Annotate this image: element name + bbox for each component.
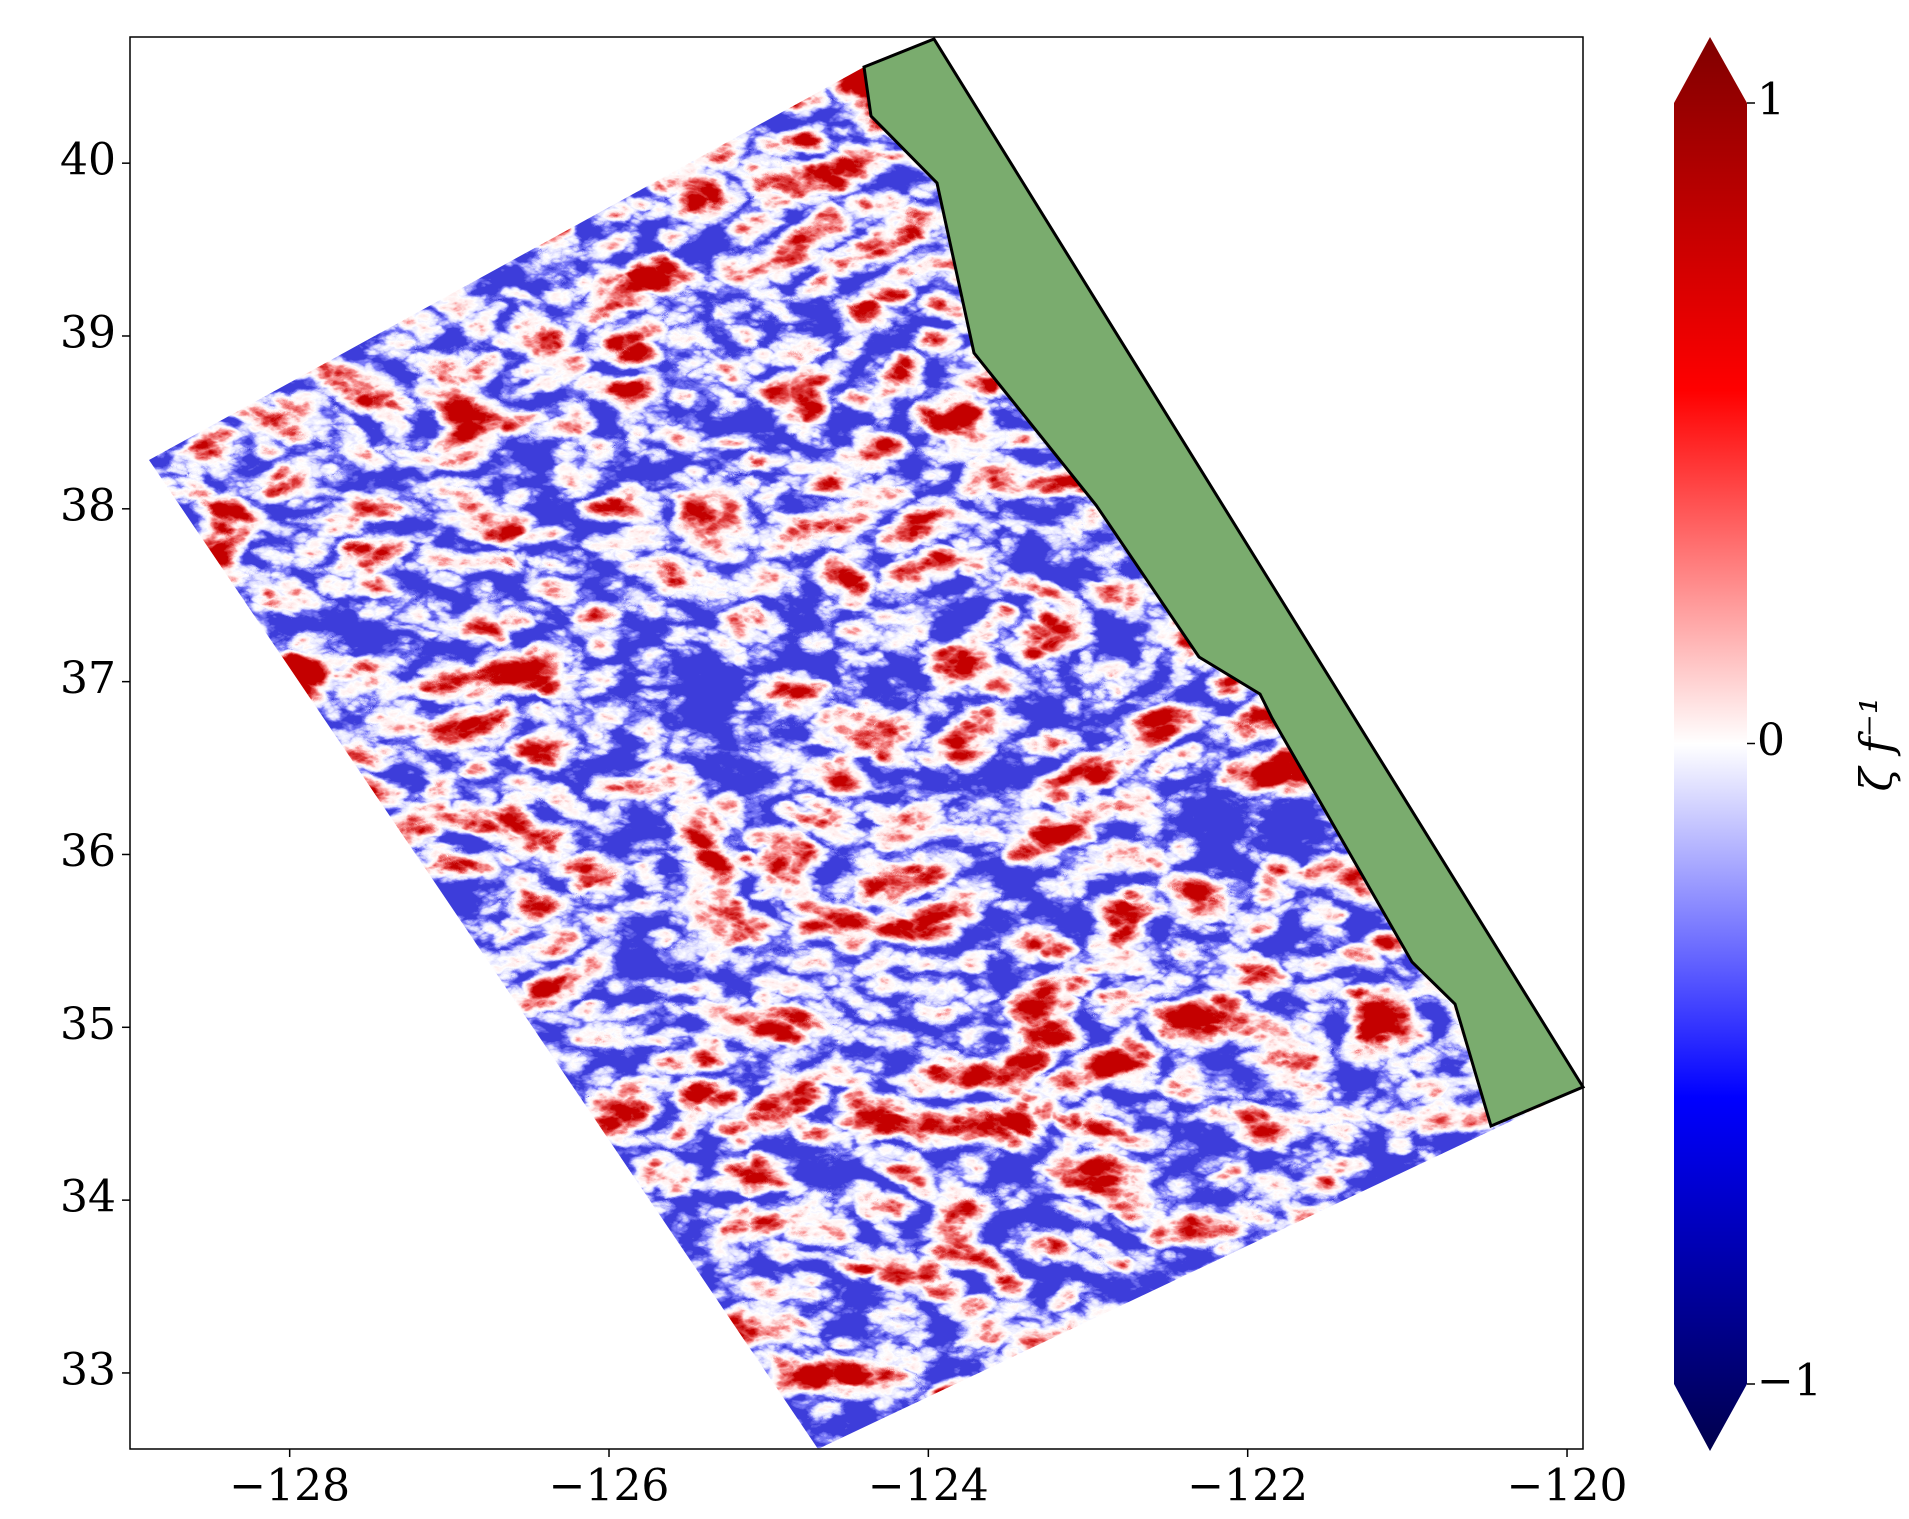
y-tick-label: 38: [60, 480, 116, 531]
y-tick-label: 35: [60, 999, 116, 1050]
y-tick-label: 40: [60, 135, 116, 186]
x-tick-label: −126: [549, 1461, 670, 1512]
y-tick-label: 33: [60, 1344, 116, 1395]
colorbar-tick-label: 1: [1757, 75, 1785, 126]
x-tick-label: −124: [868, 1461, 989, 1512]
colorbar-tick-label: −1: [1757, 1356, 1822, 1407]
colorbar: [1674, 37, 1747, 1451]
figure: ζ f⁻¹ −128 −126 −124 −122 −120 33 34 35 36 37 38 39…: [0, 0, 1909, 1515]
colorbar-label: ζ f⁻¹: [1852, 697, 1903, 792]
y-tick-label: 34: [60, 1172, 116, 1223]
y-tick-label: 37: [60, 653, 116, 704]
x-tick-label: −122: [1187, 1461, 1308, 1512]
x-tick-label: −120: [1507, 1461, 1628, 1512]
y-tick-label: 39: [60, 307, 116, 358]
colorbar-tick-label: 0: [1757, 715, 1785, 766]
y-tick-label: 36: [60, 826, 116, 877]
x-tick-label: −128: [229, 1461, 350, 1512]
